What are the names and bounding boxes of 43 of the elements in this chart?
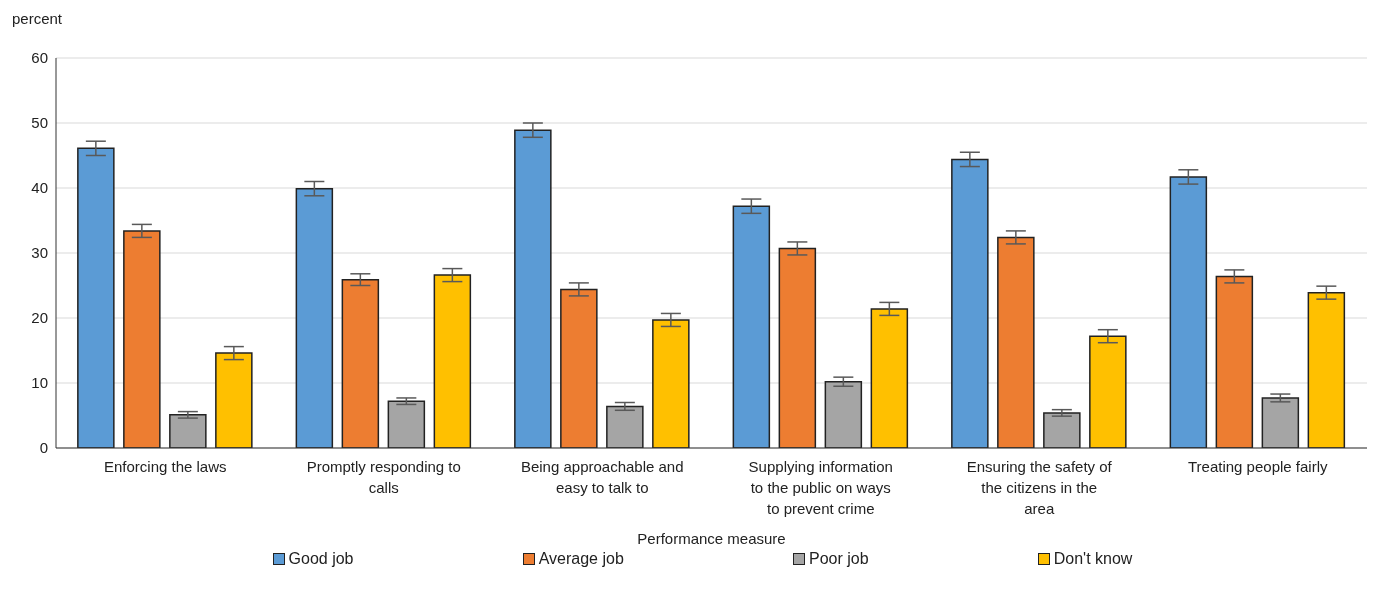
legend-label: Average job: [537, 550, 624, 568]
bar: [514, 129, 552, 448]
y-axis-title: percent: [12, 10, 63, 27]
bar: [1307, 291, 1346, 448]
x-tick-label: Treating people fairly: [1187, 458, 1328, 475]
x-tick-label: Promptly responding to calls: [306, 458, 461, 496]
bar: [824, 380, 863, 448]
bar: [560, 288, 598, 448]
y-tick-label: 50: [31, 114, 48, 132]
bar: [215, 352, 253, 448]
bar: [295, 187, 334, 448]
x-tick-label: Enforcing the laws: [103, 458, 227, 475]
bar: [997, 236, 1035, 448]
bar: [1089, 335, 1127, 448]
bar: [1043, 412, 1081, 448]
bar: [387, 400, 426, 448]
legend-label: Poor job: [807, 550, 869, 568]
bar: [77, 147, 115, 448]
y-tick-label: 40: [31, 179, 48, 197]
x-tick-label: Ensuring the safety of the citizens in the area: [966, 458, 1113, 517]
bar: [951, 158, 989, 448]
bar: [433, 274, 472, 448]
bar: [123, 230, 161, 448]
bar: [606, 405, 644, 448]
bar: [732, 205, 771, 448]
bar: [341, 278, 380, 448]
bar: [652, 319, 690, 448]
bar: [169, 414, 207, 448]
legend-label: Good job: [287, 550, 354, 568]
x-tick-label: Supplying information to the public on ways to prevent crime: [748, 458, 893, 517]
bar: [1215, 275, 1254, 448]
x-tick-label: Being approachable and easy to talk to: [520, 458, 684, 496]
bar: [1261, 397, 1300, 448]
legend-label: Don't know: [1052, 550, 1133, 568]
y-tick-label: 60: [31, 49, 48, 67]
y-tick-label: 30: [31, 244, 48, 262]
y-tick-label: 20: [31, 309, 48, 327]
bar: [1169, 176, 1208, 448]
x-axis-title: Performance measure: [637, 530, 786, 547]
y-tick-label: 10: [31, 374, 48, 392]
bar: [778, 247, 817, 448]
y-tick-label: 0: [39, 439, 48, 457]
bar: [870, 308, 909, 448]
